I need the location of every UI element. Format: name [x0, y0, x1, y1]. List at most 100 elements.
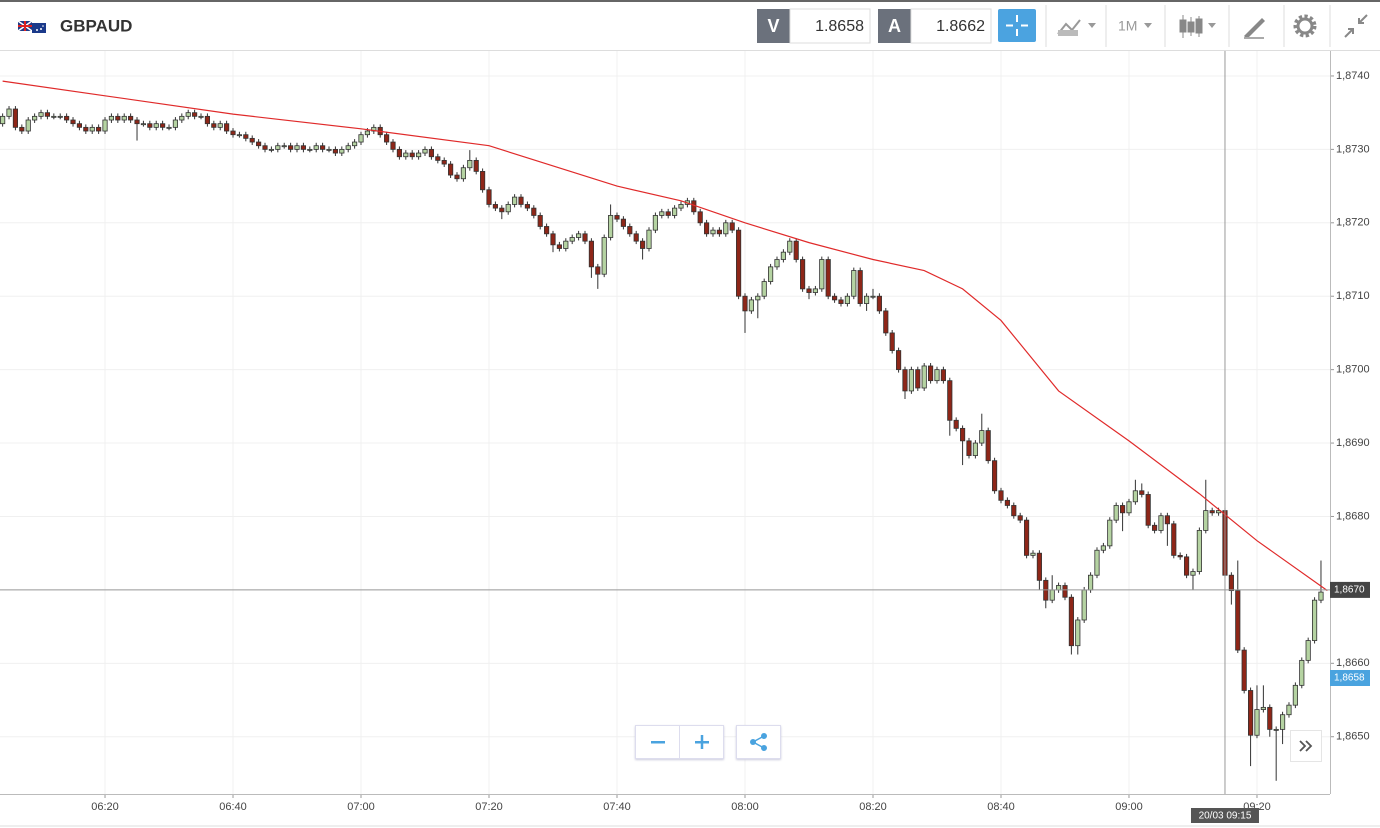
candle-body — [128, 115, 134, 121]
candle-body — [972, 442, 978, 456]
candle-body — [774, 259, 780, 268]
candle-body — [217, 123, 223, 128]
candle-body — [326, 148, 332, 151]
candle-body — [345, 145, 351, 150]
candle-body — [582, 233, 588, 242]
candle-body — [729, 222, 735, 231]
last-price-label: 1,8658 — [1334, 673, 1365, 684]
candle-body — [1248, 690, 1254, 736]
zoom-in[interactable] — [680, 726, 723, 758]
chevrons-icon — [1299, 740, 1313, 752]
candle-body — [678, 204, 684, 209]
candle-body — [1126, 501, 1132, 514]
share-button[interactable] — [736, 725, 781, 759]
candle-body — [601, 237, 607, 275]
candle-body — [800, 259, 806, 290]
x-tick-label: 08:00 — [731, 801, 759, 813]
candle-body — [121, 115, 127, 121]
candle-body — [467, 159, 473, 169]
candle-body — [851, 270, 857, 297]
y-tick-label: 1,8700 — [1336, 364, 1370, 376]
candle-body — [1305, 640, 1311, 661]
candle-body — [435, 156, 441, 161]
candle-body — [915, 369, 921, 389]
candle-body — [1030, 552, 1036, 556]
candle-body — [883, 310, 889, 334]
candle-body — [1171, 523, 1177, 556]
candle-body — [1228, 574, 1234, 592]
candle-body — [710, 229, 716, 235]
chart-type-button[interactable] — [1179, 15, 1216, 38]
candle-body — [352, 141, 358, 147]
timeframe-button[interactable]: 1M — [1118, 18, 1152, 34]
candle-body — [1241, 649, 1247, 691]
candle-body — [1145, 494, 1151, 526]
candle-body — [204, 115, 210, 125]
candle-body — [569, 237, 575, 242]
candle-body — [313, 145, 319, 150]
candle-body — [755, 295, 761, 301]
zoom-group — [635, 725, 724, 759]
candle-body — [172, 119, 178, 128]
settings-button[interactable] — [1293, 14, 1317, 38]
candle-body — [1132, 490, 1138, 503]
indicator-button[interactable] — [1057, 19, 1096, 36]
candle-body — [1088, 574, 1094, 591]
ask-button[interactable]: A 1.8662 — [878, 8, 992, 44]
candle-body — [832, 295, 838, 301]
candle-body — [211, 123, 217, 128]
candle-body — [281, 145, 287, 148]
y-tick-label: 1,8720 — [1336, 217, 1370, 229]
candle-body — [640, 240, 646, 249]
y-tick-label: 1,8730 — [1336, 143, 1370, 155]
candle-body — [25, 119, 31, 132]
zoom-out[interactable] — [636, 726, 680, 758]
candle-body — [147, 123, 153, 128]
candle-body — [396, 148, 402, 158]
candle-body — [76, 123, 82, 128]
candle-body — [537, 215, 543, 227]
candle-body — [793, 240, 799, 260]
candle-body — [179, 115, 185, 121]
candle-body — [1312, 599, 1318, 641]
candle-body — [1203, 510, 1209, 531]
symbol: GBPAUD — [60, 16, 132, 35]
candle-body — [1139, 490, 1145, 495]
candle-body — [1267, 706, 1273, 730]
candle-body — [998, 490, 1004, 501]
candle-body — [1190, 571, 1196, 576]
candle-body — [448, 163, 454, 176]
candle-body — [563, 240, 569, 249]
candle-body — [780, 251, 786, 260]
candle-body — [19, 126, 25, 132]
candle-body — [1049, 589, 1055, 601]
candle-body — [441, 159, 447, 165]
candle-body — [153, 123, 159, 128]
candle-body — [864, 295, 870, 304]
candle-body — [812, 288, 818, 293]
collapse-button[interactable] — [1344, 14, 1368, 38]
candle-body — [390, 141, 396, 150]
candle-body — [262, 145, 268, 150]
candle-body — [486, 189, 492, 205]
candle-body — [806, 288, 812, 293]
scroll-end-button[interactable] — [1290, 730, 1322, 762]
candle-body — [1068, 596, 1074, 647]
candle-body — [300, 145, 306, 150]
bid-button[interactable]: V 1.8658 — [757, 8, 871, 44]
candle-body — [1235, 590, 1241, 651]
candle-body — [825, 259, 831, 297]
candle-body — [672, 207, 678, 216]
candle-body — [1062, 585, 1068, 598]
share-icon — [749, 733, 767, 751]
candle-body — [588, 240, 594, 268]
candle-body — [896, 350, 902, 371]
candle-body — [499, 207, 505, 213]
crosshair-button[interactable] — [998, 9, 1036, 42]
candle-body — [115, 115, 121, 121]
candle-body — [787, 240, 793, 253]
candle-body — [44, 112, 50, 117]
candle-body — [646, 229, 652, 249]
draw-button[interactable] — [1244, 18, 1265, 39]
candle-body — [876, 295, 882, 312]
